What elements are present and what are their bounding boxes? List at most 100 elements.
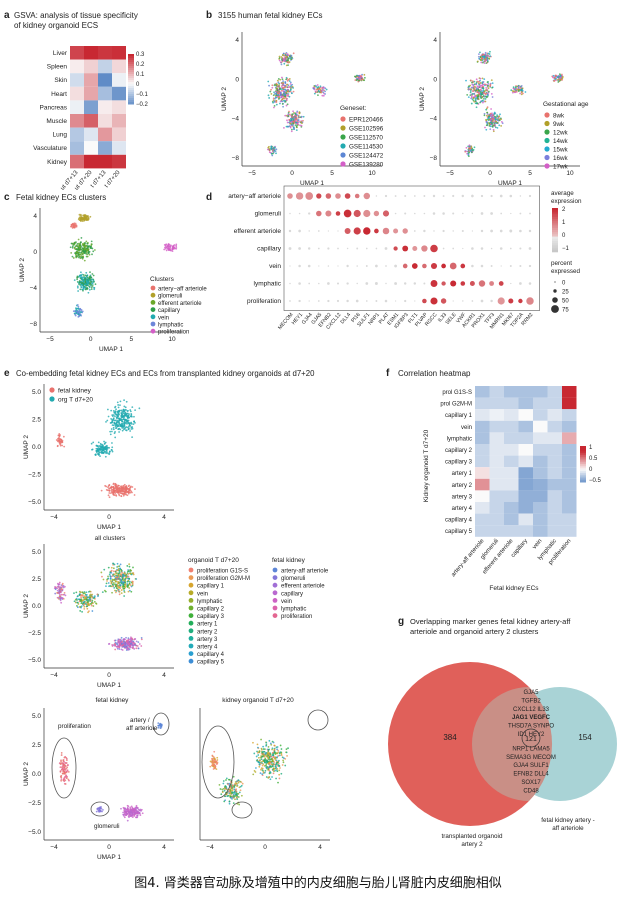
scatter-point (124, 583, 127, 586)
dotplot-dot (497, 297, 505, 305)
dotplot-dot (307, 247, 311, 250)
heatmap-cell (112, 154, 126, 169)
scatter-point (78, 590, 81, 593)
highlight-ellipse (201, 725, 235, 799)
heatmap-row-label: prol G1S-S (442, 390, 472, 396)
scatter-point (284, 93, 287, 96)
venn-overlap (472, 687, 553, 801)
scatter-point (213, 750, 216, 753)
scatter-point (279, 102, 281, 105)
dotplot-dot (318, 282, 320, 285)
scatter-point (561, 73, 563, 76)
x-axis-label: UMAP 1 (97, 854, 121, 861)
scatter-point (130, 414, 133, 416)
heatmap-cell (98, 73, 112, 87)
scatter-point (108, 452, 111, 454)
scatter-point (126, 565, 129, 567)
legend-swatch (150, 285, 156, 291)
legend-swatch (188, 598, 194, 603)
scatter-point (288, 110, 290, 113)
dotplot-dot (327, 282, 330, 285)
scatter-point (90, 595, 93, 598)
legend-tick: 1 (562, 220, 566, 226)
scatter-point (101, 810, 103, 813)
scatter-point (113, 573, 116, 576)
scatter-point (59, 590, 62, 593)
scatter-point (118, 593, 121, 596)
scatter-point (83, 219, 86, 222)
scatter-point (274, 752, 277, 754)
dotplot-dot (499, 247, 503, 250)
dotplot-dot (363, 227, 371, 235)
scatter-point (79, 245, 82, 248)
scatter-point (82, 249, 84, 252)
scatter-point (519, 87, 522, 89)
dotplot-dot (421, 245, 428, 252)
dotplot-row-label: proliferation (247, 298, 281, 305)
heatmap-cell (70, 141, 84, 155)
dotplot-dot (526, 297, 534, 305)
scatter-point (132, 640, 135, 643)
legend-swatch (188, 567, 194, 573)
dotplot-dot (335, 211, 341, 216)
scatter-point (275, 94, 278, 97)
scatter-point (473, 83, 476, 86)
dotplot-dot (353, 227, 361, 235)
scatter-point (277, 751, 280, 754)
scatter-point (471, 81, 473, 84)
scatter-point (122, 484, 125, 487)
scatter-point (111, 450, 114, 453)
x-tick-label: 4 (162, 844, 166, 851)
legend-swatch (272, 605, 278, 611)
scatter-point (277, 764, 280, 766)
scatter-point (93, 249, 96, 251)
scatter-point (83, 605, 86, 608)
legend-tick: 0 (562, 281, 566, 287)
scatter-point (106, 578, 108, 581)
scatter-point (125, 485, 128, 488)
scatter-point (274, 763, 277, 766)
scatter-point (122, 583, 125, 586)
scatter-point (282, 80, 285, 82)
scatter-point (271, 154, 274, 157)
scatter-point (139, 814, 142, 816)
scatter-point (97, 807, 99, 810)
scatter-point (478, 53, 480, 56)
scatter-point (102, 452, 104, 455)
scatter-point (269, 90, 272, 93)
scatter-point (61, 762, 64, 765)
legend-label: lymphatic (281, 607, 306, 613)
scatter-point (487, 82, 490, 85)
scatter-point (296, 124, 298, 127)
scatter-point (104, 451, 107, 453)
scatter-point (280, 772, 283, 775)
legend-label: lymphatic (197, 599, 222, 605)
scatter-point (116, 643, 119, 646)
scatter-point (123, 643, 126, 646)
scatter-point (277, 749, 279, 752)
scatter-point (275, 752, 278, 754)
y-axis-label: UMAP 2 (221, 87, 228, 111)
scatter-point (272, 152, 274, 155)
scatter-point (125, 421, 128, 424)
scatter-point (60, 778, 63, 781)
scatter-point (124, 490, 126, 493)
scatter-point (262, 771, 265, 774)
scatter-point (112, 570, 115, 573)
scatter-point (272, 101, 275, 104)
scatter-point (120, 495, 123, 497)
x-tick-label: 0 (89, 336, 93, 343)
dotplot-dot (295, 192, 304, 200)
scatter-point (175, 244, 178, 247)
scatter-point (114, 639, 117, 642)
legend-swatch (272, 567, 278, 573)
dotplot-dot (325, 193, 332, 199)
scatter-point (276, 767, 279, 770)
legend-gradient-step (580, 453, 586, 456)
scatter-point (255, 767, 257, 769)
scatter-point (70, 252, 73, 254)
scatter-point (488, 118, 490, 121)
heatmap-cell (112, 46, 126, 60)
heatmap-cell (70, 154, 84, 169)
